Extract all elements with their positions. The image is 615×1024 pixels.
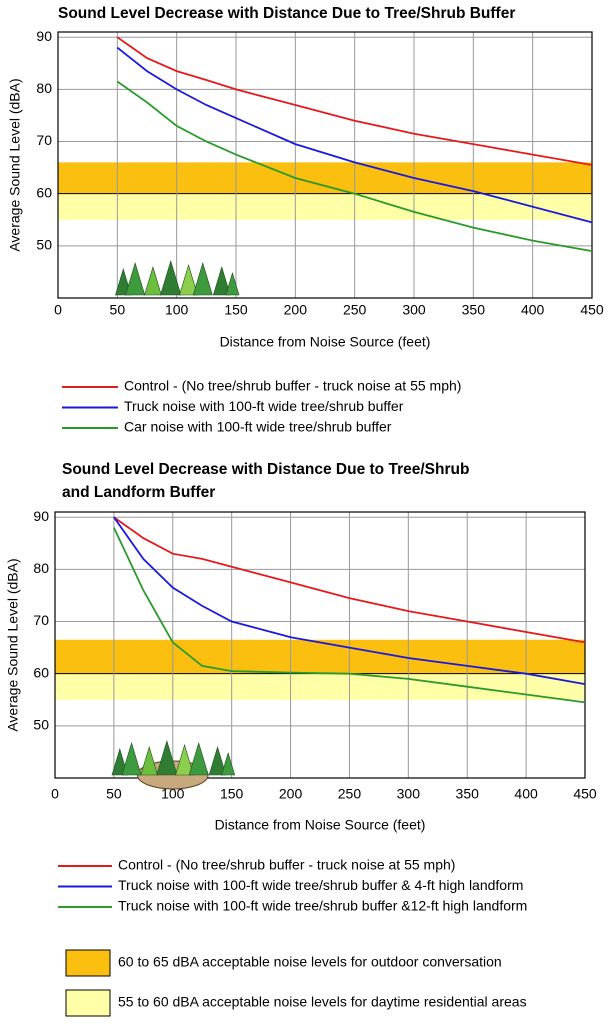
x-tick-label: 450 <box>580 302 604 318</box>
band <box>58 193 592 220</box>
legend-label: Car noise with 100-ft wide tree/shrub bu… <box>124 419 392 435</box>
tree-icon <box>192 261 213 296</box>
x-axis-title: Distance from Noise Source (feet) <box>215 817 426 833</box>
x-tick-label: 50 <box>106 786 122 802</box>
x-tick-label: 250 <box>343 302 367 318</box>
y-tick-label: 50 <box>36 237 52 253</box>
chart-title: Sound Level Decrease with Distance Due t… <box>62 461 469 478</box>
x-tick-label: 100 <box>161 786 185 802</box>
x-axis-title: Distance from Noise Source (feet) <box>220 334 431 350</box>
tree-icon <box>208 745 227 776</box>
x-tick-label: 0 <box>54 302 62 318</box>
series-line <box>113 516 586 685</box>
legend-label: Truck noise with 100-ft wide tree/shrub … <box>118 898 527 914</box>
tree-icon <box>121 741 142 776</box>
legend-label: Control - (No tree/shrub buffer - truck … <box>124 378 461 394</box>
tree-icon <box>144 265 162 296</box>
tree-icon <box>225 271 240 296</box>
series-line <box>113 516 586 644</box>
band <box>55 639 585 674</box>
legend-label: Control - (No tree/shrub buffer - truck … <box>118 857 455 873</box>
y-tick-label: 70 <box>33 612 49 628</box>
y-tick-label: 50 <box>33 717 49 733</box>
series-line <box>113 527 586 704</box>
y-tick-label: 70 <box>36 132 52 148</box>
x-tick-label: 100 <box>165 302 189 318</box>
band-legend-swatch <box>65 989 111 1017</box>
x-tick-label: 400 <box>514 786 538 802</box>
tree-icon <box>188 741 209 776</box>
tree-icon <box>140 745 159 776</box>
y-axis-title: Average Sound Level (dBA) <box>7 78 23 251</box>
band-legend-label: 55 to 60 dBA acceptable noise levels for… <box>118 994 527 1010</box>
x-tick-label: 300 <box>402 302 426 318</box>
tree-icon <box>160 259 182 296</box>
x-tick-label: 150 <box>224 302 248 318</box>
x-tick-label: 0 <box>51 786 59 802</box>
y-axis-title: Average Sound Level (dBA) <box>5 558 21 731</box>
x-tick-label: 350 <box>456 786 480 802</box>
tree-icon <box>221 751 236 776</box>
legend-label: Truck noise with 100-ft wide tree/shrub … <box>124 398 404 414</box>
x-tick-label: 150 <box>220 786 244 802</box>
x-tick-label: 300 <box>397 786 421 802</box>
x-tick-label: 200 <box>284 302 308 318</box>
tree-icon <box>212 265 231 296</box>
legend-label: Truck noise with 100-ft wide tree/shrub … <box>118 877 523 893</box>
x-tick-label: 250 <box>338 786 362 802</box>
y-tick-label: 60 <box>36 184 52 200</box>
tree-group <box>115 259 240 296</box>
tree-icon <box>179 263 198 296</box>
chart-title: Sound Level Decrease with Distance Due t… <box>58 5 515 22</box>
tree-icon <box>156 739 178 776</box>
series-line <box>116 36 593 166</box>
band <box>55 673 585 700</box>
x-tick-label: 200 <box>279 786 303 802</box>
y-tick-label: 80 <box>33 560 49 576</box>
band-legend-swatch <box>65 949 111 977</box>
tree-icon <box>115 267 132 296</box>
series-line <box>116 46 593 224</box>
tree-icon <box>175 743 194 776</box>
x-tick-label: 450 <box>573 786 597 802</box>
band-legend-label: 60 to 65 dBA acceptable noise levels for… <box>118 954 502 970</box>
tree-group <box>111 739 236 790</box>
band <box>58 162 592 194</box>
x-tick-label: 50 <box>110 302 126 318</box>
plot-border <box>54 511 586 779</box>
y-tick-label: 90 <box>36 28 52 44</box>
y-tick-label: 90 <box>33 508 49 524</box>
tree-icon <box>125 261 146 296</box>
y-tick-label: 80 <box>36 80 52 96</box>
x-tick-label: 350 <box>462 302 486 318</box>
x-tick-label: 400 <box>521 302 545 318</box>
chart-title: and Landform Buffer <box>62 484 215 501</box>
series-line <box>116 80 593 252</box>
y-tick-label: 60 <box>33 664 49 680</box>
